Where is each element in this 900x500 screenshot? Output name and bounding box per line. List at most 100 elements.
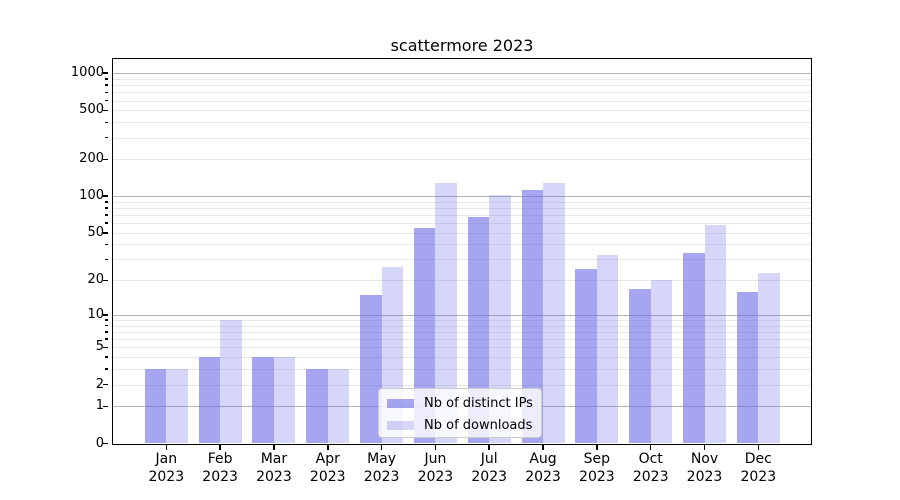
x-tick-year: 2023 (686, 469, 723, 485)
bar-distinct-ips (683, 252, 705, 444)
gridline-major (113, 314, 811, 316)
bar-distinct-ips (467, 217, 490, 444)
chart-title: scattermore 2023 (390, 36, 534, 55)
x-tick-year: 2023 (148, 469, 185, 485)
y-minor-tick-mark (105, 319, 108, 321)
gridline-major (113, 73, 811, 75)
bar-distinct-ips (306, 369, 328, 444)
y-minor-tick-mark (105, 368, 108, 370)
x-tick-year: 2023 (363, 469, 400, 485)
x-tick-month: Oct (638, 451, 663, 467)
legend: Nb of distinct IPs Nb of downloads (378, 388, 542, 438)
y-minor-tick-mark (105, 324, 108, 327)
bar-downloads (489, 195, 511, 444)
bar-downloads (435, 183, 457, 444)
gridline-minor (113, 207, 811, 209)
x-tick-month: Jan (155, 451, 178, 467)
gridline-minor (113, 347, 811, 349)
legend-label: Nb of distinct IPs (424, 395, 533, 411)
x-tick-label: Mar 2023 (244, 450, 304, 486)
y-minor-tick-mark (105, 338, 108, 340)
bar-downloads (220, 320, 242, 444)
bar-distinct-ips (252, 357, 274, 444)
y-tick-label: 0 (95, 435, 104, 451)
y-minor-tick-mark (105, 99, 108, 102)
gridline-minor (113, 357, 811, 359)
y-tick-label: 10 (87, 306, 104, 322)
x-tick-mark (757, 445, 760, 450)
y-tick-mark (102, 279, 108, 282)
bar-downloads (273, 357, 296, 444)
y-minor-tick-mark (105, 331, 108, 333)
bar-distinct-ips (360, 294, 382, 444)
x-tick-year: 2023 (632, 469, 669, 485)
y-minor-tick-mark (105, 84, 108, 86)
y-tick-label: 1 (95, 398, 104, 414)
x-tick-year: 2023 (202, 469, 238, 485)
bar-downloads (758, 273, 780, 444)
gridline-minor (113, 332, 811, 334)
x-tick-month: May (367, 451, 397, 467)
x-tick-label: May 2023 (352, 450, 412, 486)
bar-distinct-ips (144, 369, 167, 444)
gridline-minor (113, 100, 811, 102)
x-tick-mark (219, 445, 221, 450)
y-minor-tick-mark (105, 121, 108, 124)
x-tick-label: Oct 2023 (621, 450, 681, 486)
x-tick-mark (596, 445, 598, 450)
x-tick-year: 2023 (471, 469, 508, 485)
y-tick-mark (102, 314, 108, 316)
y-tick-label: 500 (79, 102, 104, 118)
gridline-minor (113, 215, 811, 217)
y-tick-mark (102, 346, 108, 349)
y-minor-tick-mark (105, 243, 108, 246)
y-minor-tick-mark (105, 91, 108, 94)
x-tick-month: Sep (583, 451, 611, 467)
x-tick-label: Nov 2023 (675, 450, 735, 486)
gridline-minor (113, 201, 811, 203)
y-tick-label: 20 (87, 272, 104, 288)
legend-swatch-distinct-ips (387, 398, 414, 408)
x-tick-month: Jun (424, 451, 447, 467)
gridline-minor (113, 78, 811, 80)
x-tick-mark (542, 445, 544, 450)
gridline-minor (113, 223, 811, 225)
y-tick-label: 200 (79, 151, 104, 167)
bar-downloads (596, 254, 619, 444)
x-tick-mark (273, 445, 275, 450)
y-minor-tick-mark (105, 78, 108, 80)
gridline-minor (113, 232, 811, 234)
bar-distinct-ips (198, 357, 221, 444)
x-tick-month: Apr (315, 451, 340, 467)
bar-downloads (327, 369, 350, 444)
gridline-major (113, 196, 811, 198)
x-tick-label: Jun 2023 (405, 450, 465, 486)
y-minor-tick-mark (105, 214, 108, 216)
x-tick-month: Aug (529, 451, 557, 467)
x-tick-year: 2023 (740, 469, 777, 485)
gridline-minor (113, 85, 811, 87)
gridline-minor (113, 137, 811, 139)
x-tick-label: Apr 2023 (298, 450, 358, 486)
y-tick-mark (102, 109, 108, 112)
y-tick-mark (102, 195, 108, 197)
bar-distinct-ips (629, 288, 651, 444)
x-tick-month: Mar (260, 451, 288, 467)
gridline-minor (113, 280, 811, 282)
x-tick-label: Sep 2023 (567, 450, 627, 486)
gridline-minor (113, 159, 811, 161)
y-minor-tick-mark (105, 258, 108, 261)
bar-downloads (650, 280, 673, 444)
x-tick-label: Jul 2023 (459, 450, 519, 486)
y-minor-tick-mark (105, 222, 108, 224)
legend-label: Nb of downloads (424, 417, 533, 433)
y-tick-label: 1000 (70, 65, 104, 81)
x-tick-label: Aug 2023 (513, 450, 573, 486)
gridline-minor (113, 384, 811, 386)
y-tick-mark (102, 383, 108, 386)
x-tick-year: 2023 (417, 469, 454, 485)
bar-distinct-ips (521, 190, 544, 444)
y-tick-label: 50 (87, 224, 104, 240)
y-tick-label: 5 (95, 339, 104, 355)
y-tick-label: 2 (95, 376, 104, 392)
